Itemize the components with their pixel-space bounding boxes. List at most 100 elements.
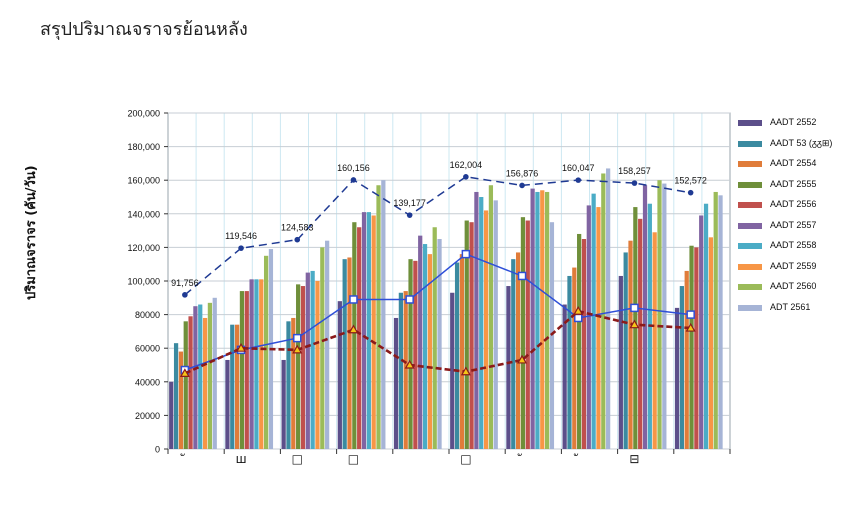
bar bbox=[234, 324, 240, 449]
line-marker bbox=[629, 319, 640, 329]
legend-label: AADT 2555 bbox=[770, 178, 817, 189]
bar bbox=[212, 297, 217, 449]
bar bbox=[249, 279, 254, 449]
bar bbox=[418, 235, 423, 449]
bar bbox=[193, 306, 198, 449]
series-line bbox=[184, 309, 691, 375]
legend-swatch bbox=[738, 243, 762, 249]
legend-swatch bbox=[738, 284, 762, 290]
bar bbox=[300, 286, 306, 449]
line-marker bbox=[685, 322, 696, 332]
bar bbox=[454, 262, 460, 449]
line-marker bbox=[348, 324, 359, 334]
line-marker bbox=[575, 177, 582, 183]
bar bbox=[535, 191, 540, 449]
line-marker bbox=[350, 177, 357, 183]
bar bbox=[408, 259, 413, 449]
bar bbox=[618, 275, 623, 449]
legend-item: AADT 2560 bbox=[738, 281, 832, 302]
data-label: 124,583 bbox=[281, 223, 314, 233]
bar bbox=[591, 193, 596, 449]
y-tick-label: 80000 bbox=[135, 310, 160, 320]
bar bbox=[586, 205, 591, 449]
bar bbox=[320, 247, 325, 449]
line-marker bbox=[631, 180, 638, 186]
bar bbox=[662, 183, 667, 449]
line-marker bbox=[461, 249, 471, 259]
bar bbox=[474, 191, 479, 449]
bar bbox=[713, 191, 718, 449]
line-marker bbox=[406, 212, 413, 218]
x-tick-label: ш bbox=[236, 452, 247, 466]
data-label: 119,546 bbox=[225, 231, 257, 241]
bar bbox=[376, 185, 381, 450]
legend-swatch bbox=[738, 161, 762, 167]
line-marker bbox=[182, 292, 188, 298]
bar bbox=[577, 233, 582, 449]
line-marker bbox=[686, 310, 695, 319]
line-marker bbox=[519, 182, 525, 189]
line-marker bbox=[460, 366, 471, 376]
bar bbox=[694, 247, 699, 449]
series-line bbox=[184, 253, 691, 371]
line-marker bbox=[574, 313, 583, 323]
legend-label: AADT 2557 bbox=[770, 219, 817, 230]
bar bbox=[488, 185, 494, 450]
bar bbox=[703, 203, 709, 449]
bar bbox=[188, 316, 193, 449]
bar bbox=[371, 215, 376, 449]
bar bbox=[239, 291, 245, 449]
legend-item: ADT 2561 bbox=[738, 302, 832, 323]
bar bbox=[530, 188, 535, 449]
bar bbox=[596, 207, 601, 449]
bar bbox=[628, 240, 633, 449]
bar bbox=[230, 324, 235, 449]
legend-item: AADT 53 (ᵹᵹ⊞) bbox=[738, 138, 832, 159]
bar bbox=[183, 321, 188, 449]
bar bbox=[305, 272, 310, 449]
line-marker bbox=[179, 368, 190, 377]
bar bbox=[281, 359, 286, 449]
bar bbox=[679, 286, 684, 449]
bar bbox=[413, 260, 418, 449]
bar bbox=[366, 212, 371, 449]
data-label: 156,876 bbox=[506, 168, 539, 178]
y-tick-label: 100,000 bbox=[127, 277, 160, 287]
legend-swatch bbox=[738, 263, 762, 270]
line-marker bbox=[293, 333, 302, 343]
y-tick-label: 160,000 bbox=[127, 176, 160, 186]
x-tick-label: ⊟ bbox=[629, 452, 639, 466]
legend-swatch bbox=[738, 222, 762, 229]
data-label: 158,257 bbox=[618, 166, 651, 176]
bar bbox=[357, 227, 362, 449]
bar bbox=[173, 343, 179, 449]
bar bbox=[652, 232, 657, 449]
bar bbox=[427, 254, 432, 449]
legend: AADT 2552 AADT 53 (ᵹᵹ⊞) AADT 2554 AADT 2555… bbox=[738, 117, 832, 322]
bar bbox=[352, 222, 357, 449]
bar bbox=[493, 200, 498, 449]
data-label: 162,004 bbox=[450, 160, 483, 170]
bar bbox=[642, 185, 648, 450]
legend-item: AADT 2557 bbox=[738, 220, 832, 241]
y-tick-label: 200,000 bbox=[127, 109, 160, 119]
line-marker bbox=[294, 236, 301, 243]
x-tick-label: ั bbox=[180, 453, 185, 456]
bar bbox=[393, 317, 399, 449]
legend-item: AADT 2552 bbox=[738, 117, 832, 138]
data-label: 160,156 bbox=[337, 163, 370, 173]
x-tick-label: □ bbox=[460, 452, 471, 466]
legend-swatch bbox=[738, 304, 762, 311]
y-tick-label: 60000 bbox=[135, 344, 160, 354]
bar bbox=[398, 292, 403, 449]
bar bbox=[286, 321, 291, 449]
legend-label: AADT 53 (ᵹᵹ⊞) bbox=[770, 137, 833, 148]
line-marker bbox=[687, 189, 694, 196]
bar bbox=[291, 317, 296, 449]
line-marker bbox=[238, 245, 244, 251]
bar bbox=[520, 217, 526, 449]
line-marker bbox=[517, 271, 527, 281]
legend-swatch bbox=[738, 181, 762, 188]
line-marker bbox=[236, 342, 247, 352]
